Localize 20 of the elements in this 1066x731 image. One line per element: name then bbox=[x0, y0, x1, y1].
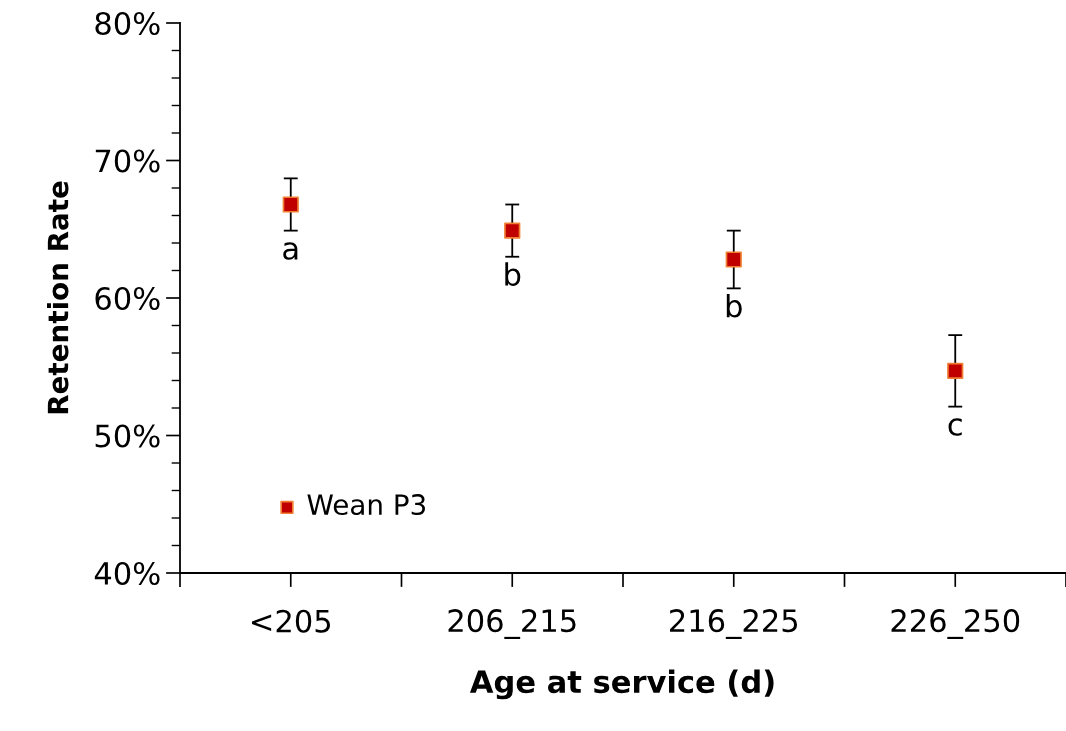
annotation: b bbox=[505, 262, 521, 286]
point bbox=[947, 362, 964, 379]
y-tick-label: 40% bbox=[94, 561, 160, 586]
x-tick-label: 226_250 bbox=[891, 609, 1020, 639]
y-tick-label: 80% bbox=[95, 11, 160, 36]
y-tick-label: 50% bbox=[95, 424, 160, 448]
y-axis-title: Retention Rate bbox=[47, 181, 69, 414]
x-tick-label: 206_215 bbox=[448, 609, 576, 639]
annotation: c bbox=[948, 418, 962, 436]
legend-label: Wean P3 bbox=[307, 494, 426, 516]
point bbox=[282, 196, 299, 213]
x-tick-label: <205 bbox=[252, 609, 331, 633]
x-tick-label: 216_225 bbox=[670, 609, 798, 639]
x-axis-title: Age at service (d) bbox=[469, 669, 774, 700]
point bbox=[504, 222, 521, 239]
y-tick-label: 70% bbox=[95, 149, 160, 173]
y-tick-label: 60% bbox=[95, 286, 160, 311]
annotation: b bbox=[726, 293, 742, 318]
annotation: a bbox=[283, 242, 298, 260]
point bbox=[725, 251, 742, 268]
